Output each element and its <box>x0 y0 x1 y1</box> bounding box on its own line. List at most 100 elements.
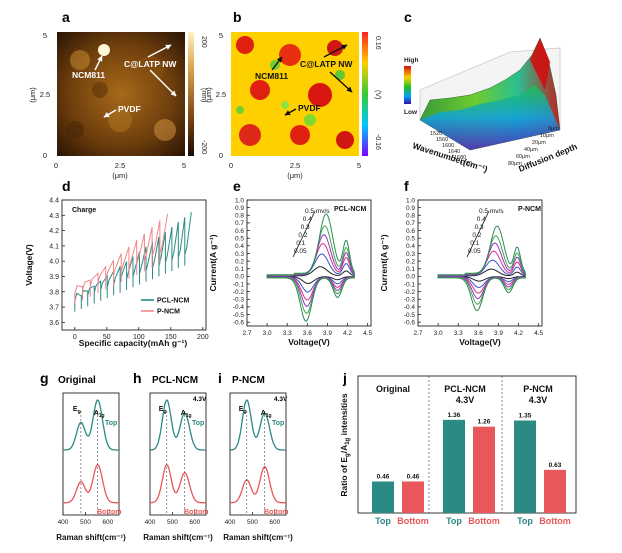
b-xtick-1: 2.5 <box>290 161 300 170</box>
panel-a: a NCM811 C@LATP NW PVDF 5 2.5 0 0 2.5 5 … <box>28 9 207 180</box>
scan-rate-label: 0.1 <box>470 240 479 247</box>
panel-d: d 3.6 3.7 3.8 3.9 4.0 4.1 4.2 4.3 4.4 0 50 100 150 2… <box>24 178 209 348</box>
c-cbar-low: Low <box>404 109 418 116</box>
c-xtick-2: 1600 <box>442 143 454 149</box>
d-annotation-charge: Charge <box>72 207 96 214</box>
d-ytick-label: 3.8 <box>49 289 59 296</box>
scan-rate-label: 0.3 <box>301 224 310 231</box>
i-plot: 400 500 600 Top Bottom Eg A1g <box>225 399 289 526</box>
j-group-label: Original <box>376 384 410 394</box>
ytick-label: -0.2 <box>233 289 245 296</box>
annotation-a-pvdf: PVDF <box>118 104 141 114</box>
a-ytick-0: 5 <box>43 31 47 40</box>
ytick-label: 0.8 <box>406 213 415 220</box>
e-ylabel: Current(A g⁻¹) <box>208 234 218 291</box>
panel-label-b: b <box>233 9 242 25</box>
c-ytick-0: 0μm <box>548 126 559 132</box>
h-subtitle: 4.3V <box>193 396 207 403</box>
a-cbar-top: 200 <box>200 36 207 48</box>
j-bar-bottom <box>544 469 566 513</box>
xtick-label: 3.6 <box>474 330 483 337</box>
d-xlabel: Specific capacity(mAh g⁻¹) <box>79 338 188 348</box>
b-xtick-2: 5 <box>357 161 361 170</box>
scan-rate-label: 0.5 mv/s <box>479 208 504 215</box>
raman-series-bottom <box>63 463 119 504</box>
raman-label-bottom: Bottom <box>184 509 209 516</box>
annotation-b-ncm811: NCM811 <box>255 71 288 81</box>
j-bar-bottom <box>473 426 495 513</box>
ytick-label: 0.2 <box>406 258 415 265</box>
xtick-label: 2.7 <box>242 330 251 337</box>
b-colorbar <box>362 32 368 156</box>
d-ytick-label: 4.0 <box>49 259 59 266</box>
e-axes-frame <box>246 199 372 327</box>
j-bar-value: 0.46 <box>377 473 390 480</box>
d-ytick-label: 4.2 <box>49 228 59 235</box>
ytick-label: -0.6 <box>404 319 416 326</box>
ytick-label: -0.3 <box>233 297 245 304</box>
xtick-label: 4.5 <box>534 330 543 337</box>
j-category-label: Top <box>517 516 533 526</box>
raman-peak-a1g: A1g <box>261 410 272 419</box>
b-xtick-0: 0 <box>229 161 233 170</box>
j-bars: 0.46 Top 0.46 Bottom 1.36 Top 1.26 Bottom 1.35 To… <box>372 412 571 526</box>
b-cbar-top: 0.16 <box>374 36 381 50</box>
i-title: P-NCM <box>232 375 265 386</box>
ytick-label: 0.0 <box>235 274 244 281</box>
f-plot <box>437 225 526 312</box>
f-ticks: 2.7 3.0 3.3 3.6 3.9 4.2 4.5-0.6-0.5-0.4-0.3-0.… <box>404 197 544 337</box>
panel-label-e: e <box>233 178 241 194</box>
d-ytick-label: 4.1 <box>49 243 59 250</box>
c-ytick-1: 10μm <box>540 133 554 139</box>
panel-f: f 2.7 3.0 3.3 3.6 3.9 4.2 4.5-0.6-0.5-0.4-0.3-… <box>379 178 544 347</box>
c-surface-front <box>420 85 560 150</box>
annotation-a-clatp: C@LATP NW <box>124 59 177 69</box>
f-xlabel: Voltage(V) <box>459 337 501 347</box>
ytick-label: -0.1 <box>233 281 245 288</box>
ytick-label: 0.7 <box>406 220 415 227</box>
ytick-label: -0.4 <box>233 304 245 311</box>
j-category-label: Bottom <box>397 516 429 526</box>
panel-label-i: i <box>218 370 222 386</box>
ytick-label: 0.1 <box>235 266 244 273</box>
ytick-label: -0.5 <box>404 312 416 319</box>
panel-i: i P-NCM 4.3V 400 500 600 Top Bottom Eg A1g Ram… <box>218 370 293 542</box>
d-xtick-label: 0 <box>73 334 77 341</box>
j-bar-value: 0.63 <box>549 462 562 469</box>
b-ytick-2: 0 <box>219 151 223 160</box>
panel-label-a: a <box>62 9 70 25</box>
ytick-label: 0.6 <box>406 228 415 235</box>
e-xlabel: Voltage(V) <box>288 337 330 347</box>
ytick-label: 0.8 <box>235 213 244 220</box>
ytick-label: 0.3 <box>235 251 244 258</box>
raman-label-top: Top <box>105 420 117 427</box>
ytick-label: 0.4 <box>235 243 244 250</box>
xtick-label: 3.6 <box>303 330 312 337</box>
d-legend: PCL-NCM P-NCM <box>141 298 189 316</box>
scan-rate-label: 0.1 <box>296 240 305 247</box>
xtick-label: 2.7 <box>413 330 422 337</box>
c-ytick-2: 20μm <box>532 140 546 146</box>
scan-rate-arrow <box>292 210 316 258</box>
d-axes-frame <box>61 199 207 331</box>
panel-c: c High Low 1520 1560 1600 1640 1680 1720… <box>404 9 579 174</box>
xtick-label: 3.9 <box>323 330 332 337</box>
raman-series-bottom <box>230 465 286 504</box>
xtick-label: 4.2 <box>514 330 523 337</box>
f-axes-frame <box>417 199 543 327</box>
d-ytick-label: 4.3 <box>49 213 59 220</box>
raman-xtick-label: 600 <box>189 519 200 526</box>
raman-xtick-label: 500 <box>80 519 91 526</box>
raman-xtick-label: 400 <box>145 519 156 526</box>
a-ytick-1: 2.5 <box>40 90 50 99</box>
d-ytick-label: 3.6 <box>49 320 59 327</box>
kpfm-texture <box>236 36 354 149</box>
ytick-label: 0.4 <box>406 243 415 250</box>
raman-peak-eg: Eg <box>239 406 247 415</box>
i-xlabel: Raman shift(cm⁻¹) <box>223 533 293 542</box>
a-xlabel: (μm) <box>112 171 128 180</box>
raman-xtick-label: 500 <box>167 519 178 526</box>
raman-xtick-label: 600 <box>269 519 280 526</box>
c-ytick-3: 40μm <box>524 147 538 153</box>
